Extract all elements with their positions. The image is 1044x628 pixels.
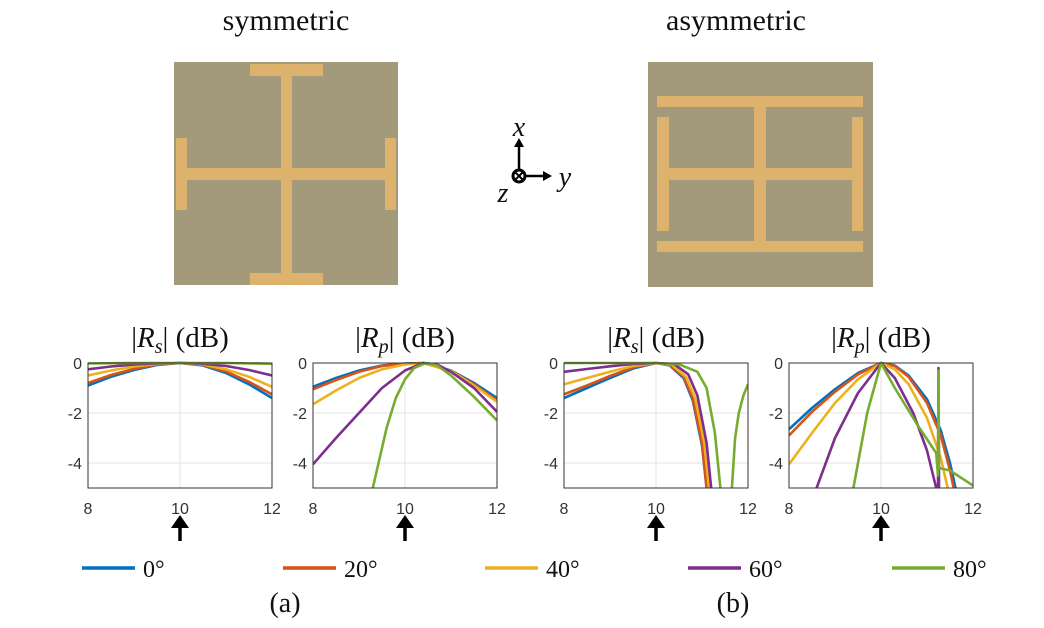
x-tick-label: 10 xyxy=(396,501,414,518)
axes-box xyxy=(87,362,273,489)
panel-a-label: (a) xyxy=(269,588,301,619)
chart-4: |Rp| (dB)8 10 120-2-4 xyxy=(769,322,982,541)
y-tick-label: -2 xyxy=(544,406,558,423)
y-tick-label: 0 xyxy=(774,356,783,373)
axis-label-z: z xyxy=(497,178,509,209)
axes-box xyxy=(563,362,749,489)
title-part: (dB) xyxy=(644,322,704,354)
x-tick-label: 8 xyxy=(560,501,569,518)
title-part: | xyxy=(639,322,645,354)
y-tick-label: -2 xyxy=(68,406,82,423)
y-tick-label: -2 xyxy=(769,406,783,423)
chart-1: |Rs| (dB)8 10 120-2-4 xyxy=(68,322,281,541)
arrowhead xyxy=(872,515,890,528)
title-part: p xyxy=(377,336,389,358)
chart-2: |Rp| (dB)8 10 120-2-4 xyxy=(293,322,506,541)
metal-strip xyxy=(187,168,385,180)
y-tick-label: -2 xyxy=(293,406,307,423)
x-tick-label: 12 xyxy=(964,501,982,518)
legend-item: 0° xyxy=(82,557,165,583)
x-tick-label: 10 xyxy=(647,501,665,518)
metal-strip xyxy=(657,241,863,252)
metal-strip xyxy=(669,168,852,180)
axis-label-x: x xyxy=(512,112,526,143)
x-tick-label: 8 xyxy=(84,501,93,518)
title-part: | xyxy=(355,322,361,354)
y-tick-label: -4 xyxy=(544,456,558,473)
asymmetric-unit-cell-image xyxy=(648,62,873,287)
x-tick-label: 8 xyxy=(309,501,318,518)
legend-item: 60° xyxy=(688,557,783,583)
y-tick-label: -4 xyxy=(293,456,307,473)
title-part: (dB) xyxy=(394,322,454,354)
panel-b-label: (b) xyxy=(716,588,750,619)
series-line-80deg xyxy=(371,361,497,488)
coordinate-axes-icon: xy z xyxy=(497,112,572,209)
x-tick-label: 10 xyxy=(171,501,189,518)
chart-3: |Rs| (dB)8 10 120-2-4 xyxy=(544,322,757,541)
y-tick-label: -4 xyxy=(769,456,783,473)
legend-label: 60° xyxy=(749,557,783,583)
panel-a-title: symmetric xyxy=(222,4,350,37)
title-part: R xyxy=(360,322,379,354)
title-part: s xyxy=(631,336,639,358)
title-part: s xyxy=(155,336,163,358)
metal-strip xyxy=(657,96,863,107)
x-tick-label: 10 xyxy=(872,501,890,518)
chart-title: |Rs| (dB) xyxy=(131,322,229,358)
arrowhead xyxy=(171,515,189,528)
y-tick-label: 0 xyxy=(549,356,558,373)
series-line-20deg xyxy=(789,361,955,488)
x-tick-label: 8 xyxy=(785,501,794,518)
title-part: | xyxy=(163,322,169,354)
metal-strip xyxy=(657,117,669,231)
cross xyxy=(514,171,524,181)
metal-strip xyxy=(250,64,323,76)
title-part: | xyxy=(865,322,871,354)
metal-strip xyxy=(250,273,323,285)
title-part: R xyxy=(836,322,855,354)
metal-strip xyxy=(176,138,187,210)
title-part: R xyxy=(136,322,155,354)
chart-title: |Rs| (dB) xyxy=(607,322,705,358)
arrowhead xyxy=(514,138,524,147)
metal-strip xyxy=(852,117,863,231)
title-part: R xyxy=(612,322,631,354)
y-tick-label: 0 xyxy=(73,356,82,373)
title-part: | xyxy=(389,322,395,354)
legend-label: 0° xyxy=(143,557,165,583)
title-part: | xyxy=(607,322,613,354)
arrowhead xyxy=(396,515,414,528)
x-tick-label: 12 xyxy=(739,501,757,518)
series-line-80deg xyxy=(852,361,973,488)
y-tick-label: 0 xyxy=(298,356,307,373)
axis-label-y: y xyxy=(556,162,572,193)
title-part: | xyxy=(131,322,137,354)
chart-title: |Rp| (dB) xyxy=(831,322,931,358)
series-line-40deg xyxy=(789,361,949,488)
chart-title: |Rp| (dB) xyxy=(355,322,455,358)
legend-item: 20° xyxy=(283,557,378,583)
x-tick-label: 12 xyxy=(263,501,281,518)
symmetric-unit-cell-image xyxy=(174,62,398,285)
title-part: (dB) xyxy=(870,322,930,354)
metal-strip xyxy=(385,138,396,210)
arrowhead xyxy=(647,515,665,528)
axes-box xyxy=(788,362,974,489)
legend-item: 80° xyxy=(892,557,987,583)
legend-label: 40° xyxy=(546,557,580,583)
y-tick-label: -4 xyxy=(68,456,82,473)
arrowhead xyxy=(543,171,552,181)
legend-label: 20° xyxy=(344,557,378,583)
title-part: (dB) xyxy=(168,322,228,354)
legend-label: 80° xyxy=(953,557,987,583)
panel-b-title: asymmetric xyxy=(666,4,806,37)
title-part: | xyxy=(831,322,837,354)
axes-box xyxy=(312,362,498,489)
legend-item: 40° xyxy=(485,557,580,583)
x-tick-label: 12 xyxy=(488,501,506,518)
series-line-40deg xyxy=(313,361,497,406)
title-part: p xyxy=(853,336,865,358)
